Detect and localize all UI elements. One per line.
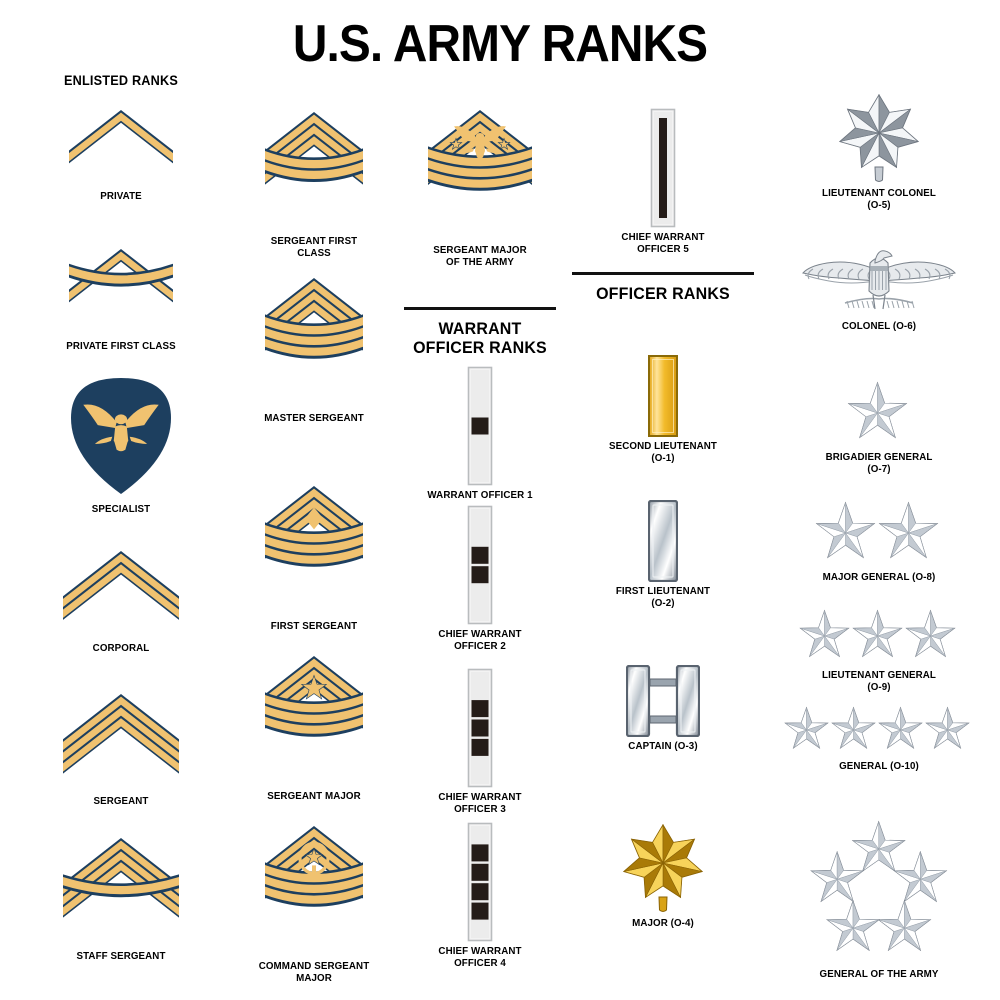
- chevron-insignia: [8, 688, 234, 792]
- rank-label: WARRANT OFFICER 1: [427, 489, 533, 501]
- star-insignia: [760, 500, 998, 568]
- rank-item: MAJOR GENERAL (O-8): [760, 500, 998, 583]
- section-header-enlisted: ENLISTED RANKS: [63, 73, 179, 88]
- gold-oak-leaf-insignia: [566, 822, 760, 914]
- chevron-insignia: [8, 104, 234, 187]
- rank-label: CAPTAIN (O-3): [628, 740, 698, 752]
- warrant-bar-insignia: [394, 668, 566, 788]
- rank-item: FIRST SERGEANT: [234, 480, 394, 632]
- rank-label: MAJOR GENERAL (O-8): [822, 571, 936, 583]
- star-insignia: [760, 608, 998, 666]
- rank-label: SERGEANT: [93, 795, 149, 808]
- rank-item: CAPTAIN (O-3): [566, 665, 760, 752]
- rank-item: COLONEL (O-6): [760, 245, 998, 332]
- rank-label: MAJOR (O-4): [632, 917, 694, 929]
- rank-label: GENERAL OF THE ARMY: [819, 968, 939, 981]
- chevron-insignia: [234, 272, 394, 409]
- rank-item: GENERAL OF THE ARMY: [760, 820, 998, 981]
- rank-item: WARRANT OFFICER 1: [394, 366, 566, 501]
- rank-item: SERGEANT MAJOR OF THE ARMY: [394, 104, 566, 269]
- rank-label: FIRST LIEUTENANT (O-2): [615, 585, 711, 610]
- rank-item: MASTER SERGEANT: [234, 272, 394, 424]
- rank-item: CORPORAL: [8, 545, 234, 654]
- rank-label: LIEUTENANT COLONEL (O-5): [822, 187, 936, 212]
- rank-item: SERGEANT FIRST CLASS: [234, 106, 394, 260]
- rank-item: STAFF SERGEANT: [8, 832, 234, 963]
- rank-label: COLONEL (O-6): [841, 320, 917, 332]
- warrant-bar-insignia: [394, 366, 566, 486]
- chevron-insignia: [234, 480, 394, 617]
- rank-item: GENERAL (O-10): [760, 705, 998, 772]
- rank-item: LIEUTENANT COLONEL (O-5): [760, 92, 998, 212]
- rank-item: CHIEF WARRANT OFFICER 3: [394, 668, 566, 816]
- rank-label: FIRST SERGEANT: [270, 619, 358, 632]
- rank-label: PRIVATE: [100, 189, 142, 202]
- chevron-insignia: [8, 545, 234, 639]
- star-insignia: [760, 705, 998, 757]
- rank-item: SECOND LIEUTENANT (O-1): [566, 355, 760, 465]
- chevron-insignia: [234, 650, 394, 787]
- rank-label: SERGEANT MAJOR OF THE ARMY: [433, 243, 527, 269]
- rank-label: CHIEF WARRANT OFFICER 2: [438, 628, 522, 653]
- specialist-eagle-insignia: [8, 372, 234, 500]
- page-title: U.S. ARMY RANKS: [292, 15, 708, 73]
- silver-bar-insignia: [566, 500, 760, 582]
- rank-label: PRIVATE FIRST CLASS: [66, 339, 176, 352]
- rank-label: SPECIALIST: [91, 503, 151, 515]
- chevron-insignia: [8, 832, 234, 947]
- rank-item: SERGEANT: [8, 688, 234, 808]
- divider-warrant: [404, 307, 556, 310]
- rank-item: PRIVATE FIRST CLASS: [8, 243, 234, 352]
- double-silver-bar-insignia: [566, 665, 760, 737]
- rank-label: SERGEANT MAJOR: [267, 789, 361, 802]
- rank-item: CHIEF WARRANT OFFICER 4: [394, 822, 566, 970]
- warrant-bar-insignia: [394, 822, 566, 942]
- section-header-warrant: WARRANT OFFICER RANKS: [413, 318, 547, 357]
- rank-label: BRIGADIER GENERAL (O-7): [825, 451, 933, 476]
- rank-label: CHIEF WARRANT OFFICER 4: [438, 945, 522, 970]
- rank-item: MAJOR (O-4): [566, 822, 760, 929]
- rank-item: LIEUTENANT GENERAL (O-9): [760, 608, 998, 694]
- divider-officer: [572, 272, 754, 275]
- gold-bar-insignia: [566, 355, 760, 437]
- rank-item: PRIVATE: [8, 104, 234, 202]
- rank-label: COMMAND SERGEANT MAJOR: [258, 959, 370, 985]
- rank-label: CORPORAL: [92, 641, 150, 654]
- chevron-insignia: [234, 820, 394, 957]
- rank-item: CHIEF WARRANT OFFICER 5: [566, 108, 760, 256]
- star-circle-insignia: [760, 820, 998, 965]
- chevron-insignia: [394, 104, 566, 241]
- rank-label: SECOND LIEUTENANT (O-1): [609, 440, 717, 465]
- rank-label: STAFF SERGEANT: [76, 950, 166, 963]
- rank-item: SERGEANT MAJOR: [234, 650, 394, 802]
- rank-label: CHIEF WARRANT OFFICER 5: [621, 231, 705, 256]
- chevron-insignia: [234, 106, 394, 232]
- rank-item: COMMAND SERGEANT MAJOR: [234, 820, 394, 985]
- rank-item: CHIEF WARRANT OFFICER 2: [394, 505, 566, 653]
- section-header-officer: OFFICER RANKS: [596, 283, 730, 303]
- rank-label: CHIEF WARRANT OFFICER 3: [438, 791, 522, 816]
- warrant-bar-insignia: [566, 108, 760, 228]
- rank-label: LIEUTENANT GENERAL (O-9): [822, 669, 936, 694]
- warrant-bar-insignia: [394, 505, 566, 625]
- rank-label: GENERAL (O-10): [839, 760, 919, 772]
- rank-label: SERGEANT FIRST CLASS: [270, 235, 358, 260]
- rank-label: MASTER SERGEANT: [264, 411, 364, 424]
- rank-item: BRIGADIER GENERAL (O-7): [760, 380, 998, 476]
- silver-oak-leaf-insignia: [760, 92, 998, 184]
- star-insignia: [760, 380, 998, 448]
- rank-item: SPECIALIST: [8, 372, 234, 515]
- chevron-insignia: [8, 243, 234, 337]
- silver-eagle-insignia: [760, 245, 998, 317]
- rank-item: FIRST LIEUTENANT (O-2): [566, 500, 760, 610]
